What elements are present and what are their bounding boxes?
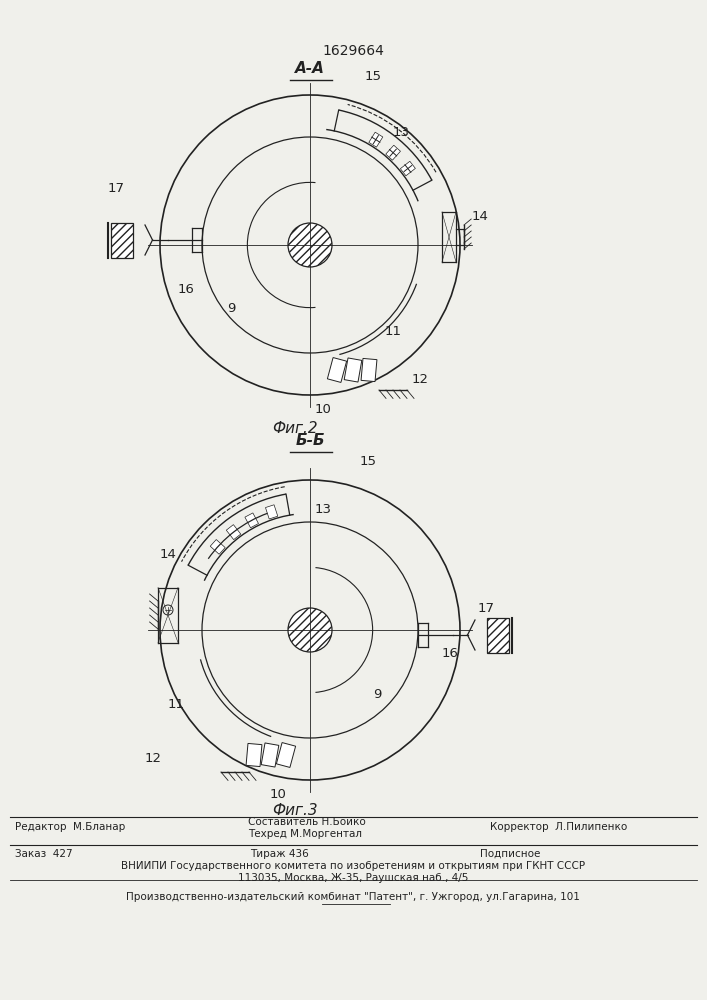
Polygon shape [246,743,262,767]
Ellipse shape [288,223,332,267]
Polygon shape [261,743,279,767]
Text: 14: 14 [160,548,177,561]
Text: 9: 9 [228,302,236,316]
Text: Техред М.Моргентал: Техред М.Моргентал [248,829,362,839]
Text: ВНИИПИ Государственного комитета по изобретениям и открытиям при ГКНТ СССР: ВНИИПИ Государственного комитета по изоб… [121,861,585,871]
Text: 16: 16 [178,283,195,296]
Polygon shape [400,161,416,176]
Polygon shape [369,132,382,147]
Polygon shape [487,617,509,652]
Text: Производственно-издательский комбинат "Патент", г. Ужгород, ул.Гагарина, 101: Производственно-издательский комбинат "П… [126,892,580,902]
Polygon shape [276,743,296,767]
Text: 11: 11 [385,325,402,338]
Polygon shape [210,540,225,554]
Ellipse shape [288,608,332,652]
Text: 17: 17 [478,602,495,615]
Text: 15: 15 [360,455,377,468]
Text: 11: 11 [168,698,185,711]
Polygon shape [386,145,400,160]
Text: 17: 17 [107,182,124,196]
Polygon shape [226,525,241,540]
Text: Фиг.2: Фиг.2 [272,421,318,436]
Text: 12: 12 [412,373,429,386]
Text: 12: 12 [145,752,162,765]
Polygon shape [266,505,278,519]
Text: Составитель Н.Бойко: Составитель Н.Бойко [248,817,366,827]
Text: 16: 16 [442,647,459,660]
Text: А-А: А-А [295,61,325,76]
Polygon shape [111,223,133,257]
Text: Заказ  427: Заказ 427 [15,849,73,859]
Text: Подписное: Подписное [480,849,540,859]
Text: Б-Б: Б-Б [296,433,325,448]
Text: Тираж 436: Тираж 436 [250,849,309,859]
Polygon shape [327,358,346,382]
Text: 10: 10 [270,788,287,801]
Text: 15: 15 [365,70,382,83]
Text: 1629664: 1629664 [322,44,384,58]
Text: 14: 14 [472,210,489,223]
Text: Редактор  М.Бланар: Редактор М.Бланар [15,822,125,832]
Text: 13: 13 [315,503,332,516]
Text: Корректор  Л.Пилипенко: Корректор Л.Пилипенко [490,822,627,832]
Polygon shape [245,513,259,528]
Text: 9: 9 [373,688,381,700]
Polygon shape [344,358,362,382]
Text: Фиг.3: Фиг.3 [272,803,318,818]
Text: 113035, Москва, Ж-35, Раушская наб., 4/5: 113035, Москва, Ж-35, Раушская наб., 4/5 [238,873,468,883]
Text: 13: 13 [392,125,409,138]
Text: 10: 10 [315,403,332,416]
Polygon shape [361,358,377,382]
